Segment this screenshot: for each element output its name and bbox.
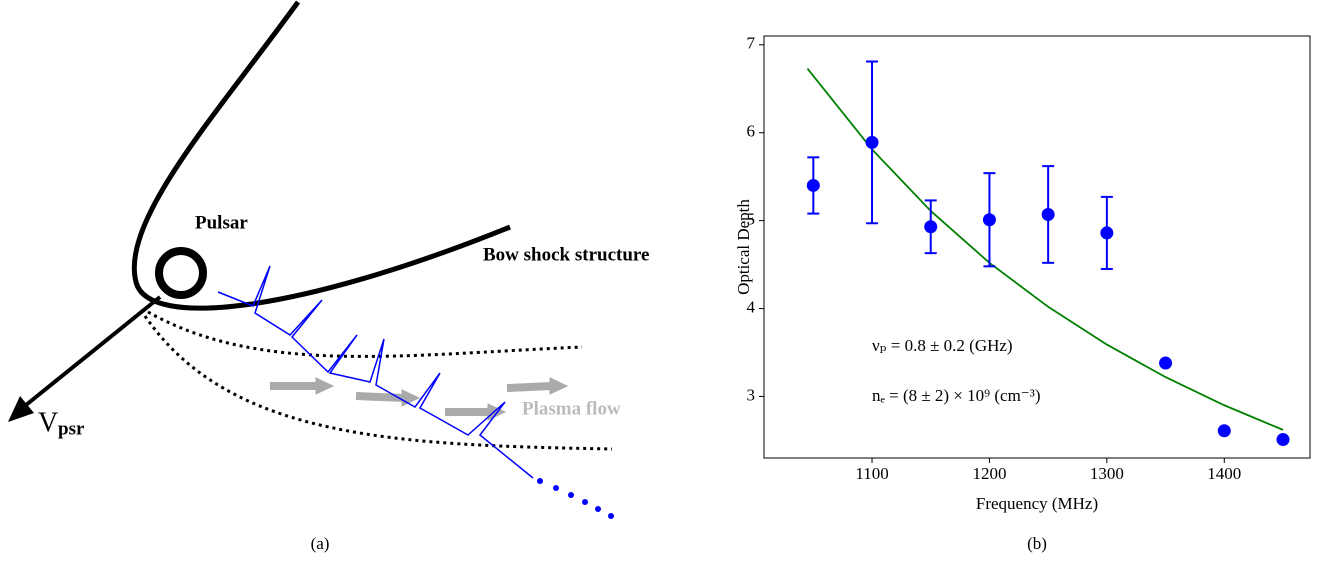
- point: [924, 220, 938, 234]
- point: [1041, 207, 1055, 221]
- photon-path: [217, 265, 534, 479]
- y-tick-label: 3: [747, 385, 756, 404]
- velocity-symbol: V: [38, 407, 58, 438]
- shock-label: Bow shock structure: [483, 244, 649, 265]
- point: [806, 178, 820, 192]
- velocity-arrow: [24, 295, 162, 407]
- y-tick-label: 6: [747, 122, 756, 141]
- point: [1217, 424, 1231, 438]
- annotation: νₚ = 0.8 ± 0.2 (GHz): [872, 336, 1013, 355]
- pulsar-label: Pulsar: [195, 212, 248, 233]
- x-tick-label: 1300: [1090, 464, 1124, 483]
- y-tick-label: 5: [747, 210, 756, 229]
- caption: (b): [1027, 534, 1047, 553]
- flow-label: Plasma flow: [522, 398, 621, 419]
- y-axis-label: Optical Depth: [734, 199, 753, 295]
- photon-dots: [537, 478, 614, 519]
- diagram: Pulsar Bow shock structure V psr Plasma …: [8, 0, 649, 553]
- point: [865, 135, 879, 149]
- x-axis-label: Frequency (MHz): [976, 494, 1098, 513]
- caption: (a): [311, 534, 330, 553]
- point: [1276, 433, 1290, 447]
- bow-shock: [131, 0, 511, 311]
- x-tick-label: 1400: [1207, 464, 1241, 483]
- x-tick-label: 1200: [972, 464, 1006, 483]
- pulsar: [155, 247, 207, 299]
- point: [1100, 226, 1114, 240]
- point: [982, 213, 996, 227]
- y-tick-label: 7: [747, 34, 756, 53]
- fit-line: [806, 67, 1284, 431]
- plot-frame: [763, 35, 1311, 459]
- x-tick-label: 1100: [855, 464, 888, 483]
- arrow-head: [8, 396, 34, 422]
- point: [1159, 356, 1173, 370]
- y-tick-label: 4: [747, 297, 756, 316]
- velocity-subscript: psr: [58, 418, 85, 439]
- chart: 1100 1200 1300 1400 3 4 5 6 7 νₚ = 0.8 ± 0.2 (GHz…: [734, 34, 1311, 553]
- annotation: nₑ = (8 ± 2) × 10⁹ (cm⁻³): [872, 386, 1041, 405]
- flow-boundary: [147, 310, 583, 358]
